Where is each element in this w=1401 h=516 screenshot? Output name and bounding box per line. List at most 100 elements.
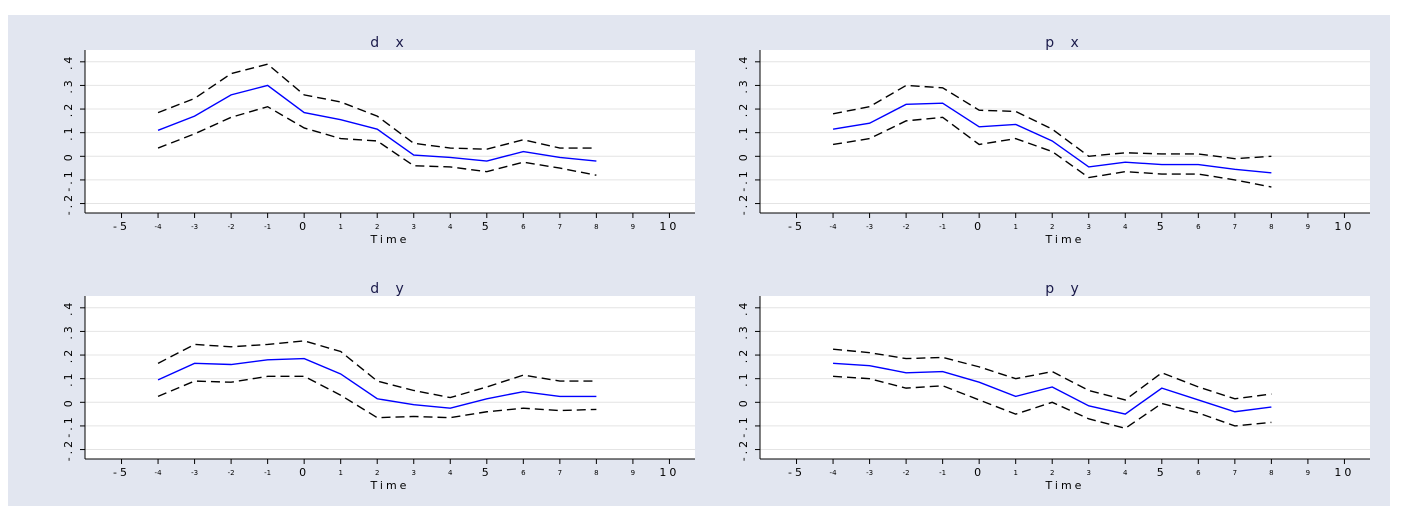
- plot-area: [85, 296, 695, 459]
- y-tick-label: .4: [62, 300, 75, 317]
- y-tick-label: .4: [737, 54, 750, 71]
- x-tick-label: 10: [659, 220, 679, 233]
- x-tick-label: -5: [113, 220, 130, 233]
- y-tick-label: -.1: [62, 414, 75, 437]
- x-tick-label: -2: [228, 469, 235, 477]
- y-tick-label: 0: [737, 397, 750, 407]
- x-tick-label: 7: [558, 469, 562, 477]
- x-tick-label: 10: [1334, 466, 1354, 479]
- y-tick-label: .1: [62, 124, 75, 141]
- x-tick-label: 6: [521, 469, 526, 477]
- x-tick-label: 5: [482, 220, 492, 233]
- estimate-line: [157, 84, 597, 162]
- x-tick-label: 1: [338, 469, 342, 477]
- x-tick-label: 8: [1269, 223, 1273, 231]
- x-tick-label: 10: [659, 466, 679, 479]
- y-tick-label: .3: [737, 323, 750, 340]
- x-tick-label: 3: [1087, 469, 1091, 477]
- confidence-band-line: [157, 63, 597, 150]
- x-tick-label: 5: [482, 466, 492, 479]
- x-tick-label: -2: [903, 469, 910, 477]
- x-tick-label: 0: [974, 466, 984, 479]
- chart-title: d y: [370, 281, 410, 297]
- y-tick-label: .3: [62, 323, 75, 340]
- x-tick-label: 9: [631, 469, 635, 477]
- x-tick-label: -2: [228, 223, 235, 231]
- x-tick-label: 6: [521, 223, 526, 231]
- y-tick-label: -.2: [62, 192, 75, 215]
- plot-area: [760, 50, 1370, 213]
- x-tick-label: -5: [788, 466, 805, 479]
- y-tick-label: .2: [62, 347, 75, 364]
- y-tick-label: .3: [737, 77, 750, 94]
- x-tick-label: 10: [1334, 220, 1354, 233]
- y-tick-label: 0: [62, 397, 75, 407]
- x-tick-label: -4: [155, 469, 163, 477]
- x-tick-label: 1: [338, 223, 342, 231]
- x-axis-label: Time: [370, 233, 410, 246]
- x-tick-label: -5: [113, 466, 130, 479]
- y-tick-label: .2: [62, 101, 75, 118]
- x-axis-label: Time: [1045, 233, 1085, 246]
- x-tick-label: 3: [1087, 223, 1091, 231]
- plot-area: [85, 50, 695, 213]
- y-tick-label: .1: [737, 370, 750, 387]
- x-tick-label: 1: [1013, 469, 1017, 477]
- x-tick-label: 2: [1050, 223, 1054, 231]
- x-tick-label: -1: [264, 223, 271, 231]
- y-tick-label: -.1: [737, 414, 750, 437]
- y-tick-label: -.2: [62, 438, 75, 461]
- x-tick-label: 4: [1123, 469, 1128, 477]
- chart-title: d x: [370, 35, 410, 51]
- x-tick-label: 2: [375, 469, 379, 477]
- y-tick-label: -.1: [737, 168, 750, 191]
- confidence-band-line: [833, 375, 1272, 430]
- x-tick-label: 7: [1233, 469, 1237, 477]
- x-tick-label: 0: [299, 220, 309, 233]
- x-tick-label: 8: [1269, 469, 1273, 477]
- x-tick-label: -4: [830, 469, 838, 477]
- confidence-band-line: [832, 116, 1272, 188]
- x-tick-label: 8: [594, 223, 598, 231]
- x-tick-label: 2: [1050, 469, 1054, 477]
- x-tick-label: -4: [830, 223, 838, 231]
- x-tick-label: 5: [1157, 466, 1167, 479]
- chart-title: p y: [1045, 281, 1085, 297]
- x-tick-label: 1: [1013, 223, 1017, 231]
- confidence-band-line: [157, 340, 597, 399]
- y-tick-label: .4: [62, 54, 75, 71]
- x-tick-label: 9: [631, 223, 635, 231]
- x-tick-label: 0: [974, 220, 984, 233]
- x-tick-label: -1: [264, 469, 271, 477]
- x-tick-label: 4: [1123, 223, 1128, 231]
- estimate-line: [832, 102, 1272, 174]
- x-tick-label: 4: [448, 223, 453, 231]
- x-tick-label: 3: [412, 469, 416, 477]
- x-tick-label: -2: [903, 223, 910, 231]
- confidence-band-line: [832, 348, 1272, 401]
- x-tick-label: 6: [1196, 223, 1201, 231]
- y-tick-label: .2: [737, 347, 750, 364]
- y-tick-label: -.2: [737, 438, 750, 461]
- x-tick-label: -4: [155, 223, 163, 231]
- y-tick-label: 0: [62, 151, 75, 161]
- y-tick-label: .4: [737, 300, 750, 317]
- x-tick-label: 8: [594, 469, 598, 477]
- confidence-band-line: [157, 375, 597, 419]
- y-tick-label: .1: [737, 124, 750, 141]
- y-tick-label: .1: [62, 370, 75, 387]
- y-tick-label: -.1: [62, 168, 75, 191]
- x-tick-label: 5: [1157, 220, 1167, 233]
- x-tick-label: 0: [299, 466, 309, 479]
- chart-title: p x: [1045, 35, 1085, 51]
- x-tick-label: -3: [191, 469, 198, 477]
- x-tick-label: -5: [788, 220, 805, 233]
- x-tick-label: 2: [375, 223, 379, 231]
- x-tick-label: 7: [1233, 223, 1237, 231]
- x-tick-label: -3: [866, 469, 873, 477]
- x-tick-label: 9: [1306, 223, 1310, 231]
- y-tick-label: 0: [737, 151, 750, 161]
- x-tick-label: 7: [558, 223, 562, 231]
- x-tick-label: -1: [939, 469, 946, 477]
